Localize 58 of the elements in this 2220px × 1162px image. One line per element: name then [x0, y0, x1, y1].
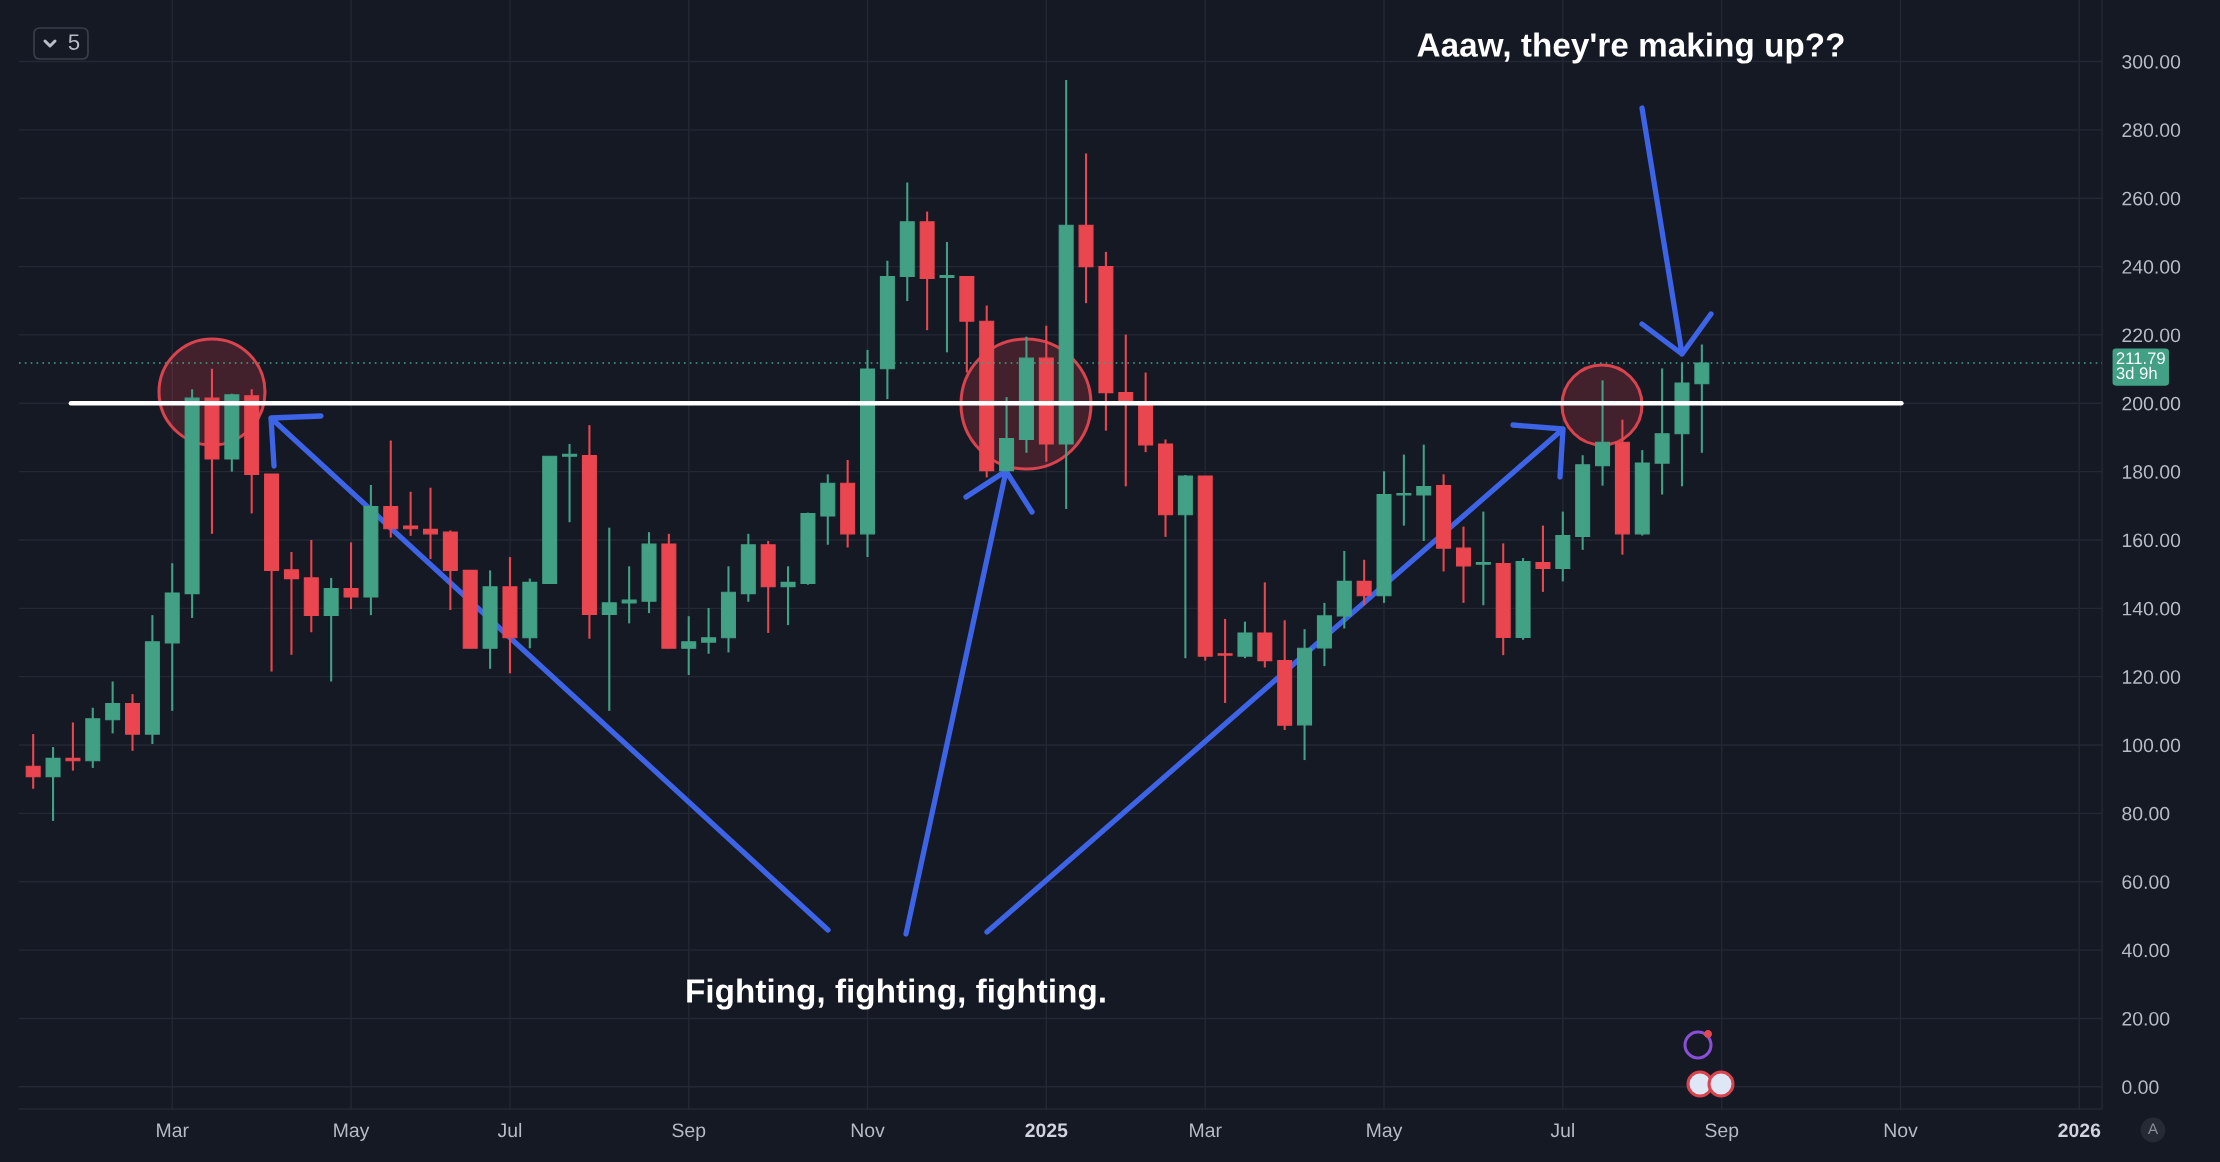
x-tick-label: 2026 — [2058, 1123, 2101, 1138]
y-tick-label: 260.00 — [2122, 191, 2181, 206]
candlestick — [1455, 525, 1471, 604]
candlestick — [1356, 558, 1372, 607]
candlestick — [701, 606, 717, 655]
y-tick-label: 140.00 — [2122, 601, 2181, 616]
candlestick — [25, 733, 41, 790]
y-tick-label: 240.00 — [2122, 260, 2181, 274]
annotation: Aaaw, they're making up?? — [1417, 32, 1844, 64]
ref-line-label: 211.79 3d 9h — [2116, 352, 2165, 380]
candlestick — [65, 721, 81, 772]
candlestick — [1217, 617, 1233, 705]
y-tick-label: 100.00 — [2122, 738, 2181, 753]
y-tick-label: 160.00 — [2122, 533, 2181, 548]
candlestick — [601, 526, 617, 712]
candlestick — [403, 490, 419, 537]
y-tick-label: 20.00 — [2122, 1011, 2170, 1026]
y-tick-label: 300.00 — [2122, 54, 2181, 69]
y-tick-label: 180.00 — [2122, 465, 2181, 479]
text: A — [2147, 1123, 2159, 1134]
y-tick-label: 120.00 — [2122, 670, 2181, 684]
x-tick-label: Sep — [672, 1123, 706, 1142]
x-tick-label: Mar — [1190, 1123, 1222, 1138]
y-tick-label: 40.00 — [2121, 943, 2170, 958]
candlestick — [1237, 620, 1253, 660]
x-tick-label: Nov — [1884, 1123, 1918, 1138]
candlestick — [621, 565, 637, 625]
candlestick — [681, 615, 697, 677]
candlestick — [1416, 443, 1432, 543]
candlestick — [1396, 453, 1412, 527]
candlestick — [45, 746, 61, 822]
candlestick — [105, 680, 121, 735]
x-tick-label: May — [334, 1123, 370, 1142]
x-tick-label: Jul — [1550, 1122, 1574, 1138]
annotation: 5 — [68, 34, 80, 50]
candlestick — [343, 541, 359, 611]
y-tick-label: 200.00 — [2122, 396, 2181, 411]
x-tick-label: Jul — [497, 1122, 522, 1138]
candlestick — [562, 442, 578, 524]
candlestick — [939, 240, 955, 354]
x-tick-label: Mar — [157, 1123, 189, 1138]
candlestick — [780, 565, 796, 627]
candlestick — [1535, 524, 1551, 593]
y-tick-label: 220.00 — [2122, 328, 2181, 343]
x-tick-label: May — [1367, 1123, 1403, 1142]
candlestick — [1595, 379, 1611, 487]
x-tick-label: Sep — [1705, 1123, 1739, 1142]
candlestick — [383, 439, 399, 539]
annotation: Fighting, fighting, fighting. — [687, 978, 1105, 1010]
candlestick — [283, 550, 299, 656]
y-tick-label: 80.00 — [2122, 806, 2170, 821]
x-tick-label: 2025 — [1025, 1123, 1068, 1138]
y-tick-label: 60.00 — [2122, 875, 2170, 889]
y-tick-label: 0.00 — [2122, 1080, 2159, 1095]
candlestick — [422, 486, 438, 561]
candlestick — [1475, 510, 1491, 607]
y-tick-label: 280.00 — [2122, 123, 2181, 138]
x-tick-label: Nov — [851, 1123, 885, 1138]
